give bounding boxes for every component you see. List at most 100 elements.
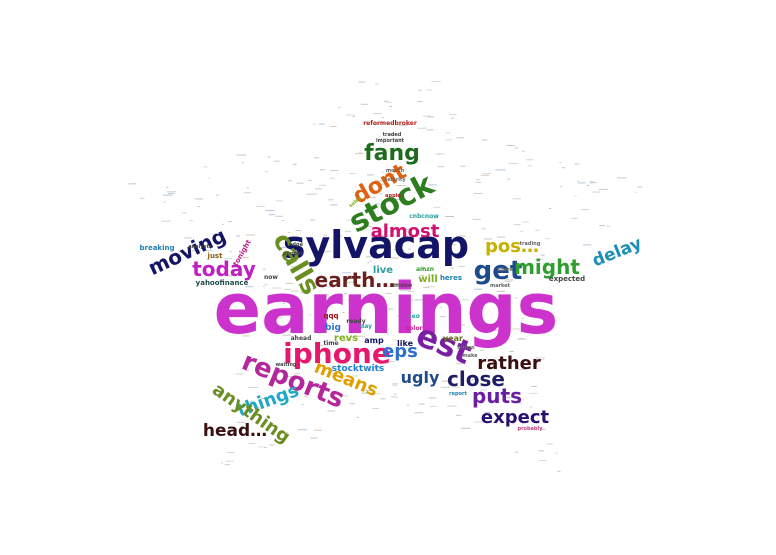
texture-speck <box>440 386 450 388</box>
texture-speck <box>280 255 287 257</box>
word-14: almost <box>371 221 440 242</box>
texture-speck <box>321 251 331 253</box>
texture-speck <box>423 340 427 342</box>
texture-speck <box>139 197 145 199</box>
texture-speck <box>358 152 362 154</box>
texture-speck <box>517 338 528 340</box>
texture-speck <box>561 167 566 169</box>
word-65: waiting <box>276 362 297 368</box>
texture-speck <box>530 385 537 387</box>
texture-speck <box>397 149 404 151</box>
word-26: head… <box>203 421 267 441</box>
word-24: expect <box>481 407 550 428</box>
texture-speck <box>341 312 345 313</box>
texture-speck <box>236 154 246 156</box>
texture-speck <box>314 157 320 159</box>
texture-speck <box>482 139 488 141</box>
texture-speck <box>512 328 520 330</box>
texture-speck <box>166 191 177 193</box>
texture-speck <box>497 236 506 238</box>
texture-speck <box>559 186 563 188</box>
texture-speck <box>256 205 265 207</box>
texture-speck <box>458 265 465 267</box>
texture-speck <box>320 294 330 296</box>
word-68: edge <box>289 242 304 248</box>
word-55: important <box>376 138 405 144</box>
texture-speck <box>535 357 545 359</box>
texture-speck <box>356 416 359 418</box>
texture-speck <box>458 324 465 326</box>
texture-speck <box>366 226 373 228</box>
texture-speck <box>435 153 445 155</box>
texture-speck <box>494 329 504 331</box>
texture-speck <box>486 341 490 343</box>
texture-speck <box>189 220 194 222</box>
texture-speck <box>337 360 346 362</box>
texture-speck <box>242 335 250 337</box>
texture-speck <box>361 392 368 394</box>
texture-speck <box>471 379 479 381</box>
texture-speck <box>577 180 580 182</box>
word-47: market <box>490 283 511 289</box>
texture-speck <box>224 464 231 466</box>
texture-speck <box>518 337 525 339</box>
texture-speck <box>416 101 423 102</box>
texture-speck <box>375 203 380 205</box>
texture-speck <box>272 287 282 289</box>
texture-speck <box>496 290 505 292</box>
texture-speck <box>592 191 600 193</box>
texture-speck <box>445 216 455 217</box>
texture-speck <box>417 127 425 129</box>
texture-speck <box>504 279 514 281</box>
texture-speck <box>229 251 232 253</box>
star-texture <box>128 80 643 472</box>
word-57: move <box>394 282 412 289</box>
word-38: yahoofinance <box>196 279 249 287</box>
texture-speck <box>431 274 435 276</box>
word-17: close <box>447 367 505 391</box>
texture-speck <box>430 406 437 407</box>
texture-speck <box>269 444 275 446</box>
word-16: delay <box>589 233 644 271</box>
texture-speck <box>308 314 312 316</box>
texture-speck <box>514 451 519 453</box>
texture-speck <box>310 219 315 221</box>
texture-speck <box>427 116 435 118</box>
texture-speck <box>571 217 579 219</box>
texture-speck <box>408 248 412 250</box>
texture-speck <box>313 123 316 125</box>
texture-speck <box>479 389 487 391</box>
texture-speck <box>167 192 175 194</box>
texture-speck <box>245 234 256 236</box>
texture-speck <box>337 106 341 108</box>
texture-speck <box>315 188 322 190</box>
word-31: big <box>325 323 341 333</box>
texture-speck <box>260 398 270 399</box>
texture-speck <box>380 398 386 400</box>
texture-speck <box>406 404 409 406</box>
word-0: earnings <box>214 268 559 350</box>
texture-speck <box>342 362 348 364</box>
word-48: share <box>497 267 513 273</box>
texture-speck <box>460 165 466 167</box>
texture-speck <box>402 228 409 230</box>
texture-speck <box>489 363 498 365</box>
texture-speck <box>297 312 300 313</box>
texture-speck <box>398 124 409 126</box>
texture-speck <box>617 177 627 179</box>
texture-speck <box>388 133 398 135</box>
word-53: reformedbroker <box>363 120 417 127</box>
texture-speck <box>545 238 550 240</box>
texture-speck <box>297 284 302 286</box>
word-12: fang <box>364 141 420 166</box>
texture-speck <box>407 290 415 292</box>
texture-speck <box>481 228 486 230</box>
texture-speck <box>546 443 553 445</box>
texture-speck <box>285 376 292 377</box>
texture-speck <box>224 258 232 260</box>
texture-speck <box>253 406 260 408</box>
texture-speck <box>508 163 518 165</box>
texture-speck <box>475 181 482 183</box>
texture-speck <box>449 114 457 116</box>
texture-speck <box>395 245 404 247</box>
